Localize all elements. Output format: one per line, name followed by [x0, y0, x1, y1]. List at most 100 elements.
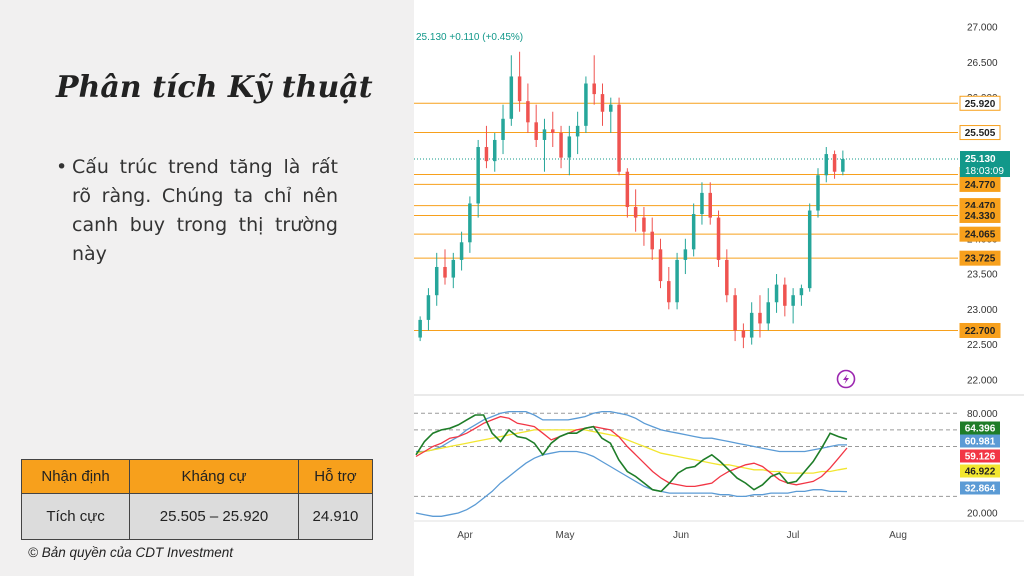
candle — [633, 207, 638, 218]
candle — [575, 125, 580, 137]
candle — [783, 284, 787, 306]
oscillator-readout-badge — [960, 449, 1000, 463]
price-tick-label: 22.000 — [967, 375, 998, 386]
header-resistance: Kháng cự — [129, 459, 299, 494]
candle — [816, 175, 820, 211]
candle — [484, 147, 489, 162]
lightning-icon[interactable] — [836, 369, 856, 389]
price-tick-label: 23.500 — [967, 270, 998, 281]
candle — [476, 147, 480, 204]
level-label: 24.065 — [965, 230, 996, 241]
candle — [841, 159, 845, 172]
candle — [451, 259, 456, 278]
level-label: 23.725 — [965, 254, 996, 265]
trading-chart-svg[interactable]: 27.00026.50026.00025.50025.00024.50024.0… — [414, 0, 1024, 576]
oscillator-tick-label: 20.000 — [967, 509, 998, 520]
level-label: 24.770 — [965, 180, 996, 191]
countdown-label: 18:03:09 — [965, 166, 1004, 177]
candle — [617, 104, 621, 172]
candle — [658, 249, 663, 282]
candle — [675, 259, 679, 303]
oscillator-readout-badge — [960, 434, 1000, 448]
bullet-list: Cấu trúc trend tăng là rất rõ ràng. Chún… — [56, 153, 338, 269]
candle — [609, 104, 613, 112]
oscillator-series-line — [415, 414, 848, 493]
candle — [468, 203, 472, 243]
oscillator-tick-label: 80.000 — [967, 409, 998, 420]
current-price-badge — [960, 151, 1010, 178]
candle — [766, 302, 771, 324]
header-assessment: Nhận định — [20, 459, 131, 494]
level-badge — [959, 95, 1001, 111]
oscillator-readout-label: 64.396 — [965, 424, 996, 435]
oscillator-series-line — [416, 410, 847, 453]
candle — [824, 154, 829, 176]
candle — [667, 281, 671, 303]
candle — [501, 118, 505, 140]
summary-table: Nhận định Kháng cự Hỗ trợ Tích cực 25.50… — [20, 459, 374, 540]
candle — [832, 154, 837, 172]
level-label: 24.470 — [965, 201, 996, 212]
candle — [642, 217, 646, 232]
oscillator-readout-badge — [960, 464, 1000, 478]
candle — [625, 171, 630, 207]
candle — [434, 266, 439, 296]
candle — [799, 288, 804, 296]
candle — [691, 214, 696, 250]
level-label: 24.330 — [965, 211, 996, 222]
candle — [708, 192, 712, 218]
oscillator-readout-label: 46.922 — [965, 467, 996, 478]
candle — [509, 76, 514, 119]
bullet-item: Cấu trúc trend tăng là rất rõ ràng. Chún… — [56, 153, 338, 269]
oscillator-readout-badge — [960, 421, 1000, 435]
time-axis-label: Apr — [457, 530, 473, 541]
cell-resistance: 25.505 – 25.920 — [129, 493, 299, 540]
candle — [534, 122, 538, 140]
level-label: 25.505 — [965, 128, 996, 139]
oscillator-series-line — [415, 450, 848, 517]
candle — [559, 132, 563, 158]
quote-header: 25.130 +0.110 (+0.45%) — [416, 32, 523, 43]
candle — [749, 312, 754, 338]
oscillator-readout-label: 60.981 — [965, 437, 996, 448]
oscillator-readout-label: 32.864 — [965, 484, 996, 495]
candle — [459, 242, 464, 260]
candle — [683, 249, 688, 260]
candle — [716, 217, 721, 260]
level-badge — [959, 176, 1001, 192]
candle — [551, 129, 555, 133]
candle — [443, 266, 447, 278]
candle — [758, 312, 762, 324]
candle — [542, 129, 547, 140]
candle — [526, 101, 530, 123]
slide-left-panel: Phân tích Kỹ thuật Cấu trúc trend tăng l… — [0, 0, 414, 576]
level-badge — [959, 322, 1001, 338]
candle — [650, 231, 654, 250]
time-axis-label: Jul — [787, 530, 800, 541]
level-badge — [959, 125, 1001, 141]
candle — [733, 295, 737, 331]
oscillator-series-line — [415, 415, 848, 488]
slide-title: Phân tích Kỹ thuật — [56, 70, 373, 105]
candle — [418, 319, 422, 338]
oscillator-readout-badge — [960, 481, 1000, 495]
time-axis-label: Aug — [889, 530, 907, 541]
trading-chart[interactable]: 27.00026.50026.00025.50025.00024.50024.0… — [414, 0, 1024, 576]
time-axis-label: Jun — [673, 530, 689, 541]
candle — [567, 136, 572, 158]
candle — [725, 259, 729, 296]
candle — [584, 83, 588, 126]
candle — [791, 295, 795, 306]
candle — [807, 210, 812, 289]
candle — [592, 83, 596, 95]
price-tick-label: 26.500 — [967, 58, 998, 69]
level-badge — [959, 226, 1001, 242]
candle — [426, 295, 431, 320]
candle — [774, 284, 779, 303]
candle — [741, 330, 746, 338]
candle — [492, 139, 497, 162]
copyright-text: © Bản quyền của CDT Investment — [28, 545, 234, 560]
current-price-label: 25.130 — [965, 154, 996, 165]
level-badge — [959, 250, 1001, 266]
price-tick-label: 23.000 — [967, 305, 998, 316]
